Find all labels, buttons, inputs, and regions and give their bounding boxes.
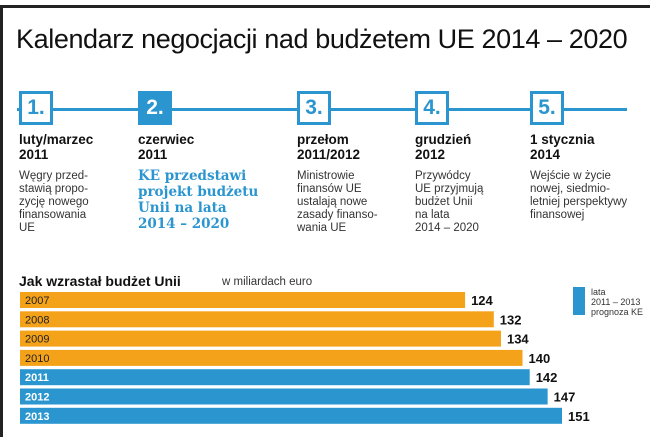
step-description: Przywódcy UE przyjmują budżet Unii na la… [415,170,484,234]
step-date: grudzień 2012 [415,132,472,162]
timeline-step-3: 3. przełom 2011/2012 Ministrowie finansó… [297,91,417,235]
step-number: 4. [415,91,449,125]
bar-2011 [20,369,530,386]
bar-2009 [20,330,501,347]
step-number: 3. [297,91,331,125]
timeline: 1. luty/marzec 2011 Węgry przed- stawią … [0,91,650,251]
step-description: Ministrowie finansów UE ustalają nowe za… [297,170,378,234]
timeline-step-4: 4. grudzień 2012 Przywódcy UE przyjmują … [415,91,535,235]
bar-value-label: 124 [471,293,493,308]
top-rule [0,5,650,8]
timeline-step-2: 2. czerwiec 2011 KE przedstawi projekt b… [138,91,278,232]
bar-year-label: 2010 [25,353,49,365]
bar-year-label: 2008 [25,314,49,326]
legend-label: lata 2011 – 2013 prognoza KE [591,287,644,317]
left-rule [0,5,3,437]
bar-2008 [20,311,494,328]
bar-value-label: 132 [500,312,522,327]
bar-2013 [20,407,562,424]
bar-2012 [20,388,548,405]
timeline-step-1: 1. luty/marzec 2011 Węgry przed- stawią … [19,91,139,235]
chart-title: Jak wzrastał budżet Unii [19,273,181,289]
bar-value-label: 134 [507,332,529,347]
bar-2010 [20,349,523,366]
step-date: luty/marzec 2011 [19,132,94,162]
bar-year-label: 2007 [25,295,49,307]
step-description: KE przedstawi projekt budżetu Unii na la… [138,168,259,232]
step-description: Węgry przed- stawią propo- zycję nowego … [19,170,89,234]
bar-value-label: 151 [568,409,590,424]
bar-year-label: 2009 [25,334,49,346]
bar-year-label: 2012 [25,392,49,404]
bar-year-label: 2011 [25,372,49,384]
step-number: 2. [138,91,172,125]
step-date: 1 stycznia 2014 [530,132,595,162]
step-number: 5. [530,91,564,125]
bar-2007 [20,292,466,308]
step-date: czerwiec 2011 [138,132,195,162]
timeline-step-5: 5. 1 stycznia 2014 Wejście w życie nowej… [530,91,650,222]
legend-swatch [573,287,585,315]
bar-value-label: 147 [554,390,576,405]
bar-value-label: 142 [536,370,558,385]
page-title: Kalendarz negocjacji nad budżetem UE 201… [16,24,628,54]
step-number: 1. [19,91,53,125]
step-description: Wejście w życie nowej, siedmio- letniej … [530,170,628,221]
bar-year-label: 2013 [25,411,49,423]
bar-value-label: 140 [529,351,551,366]
step-date: przełom 2011/2012 [297,132,361,162]
chart-unit-label: w miliardach euro [222,276,313,288]
